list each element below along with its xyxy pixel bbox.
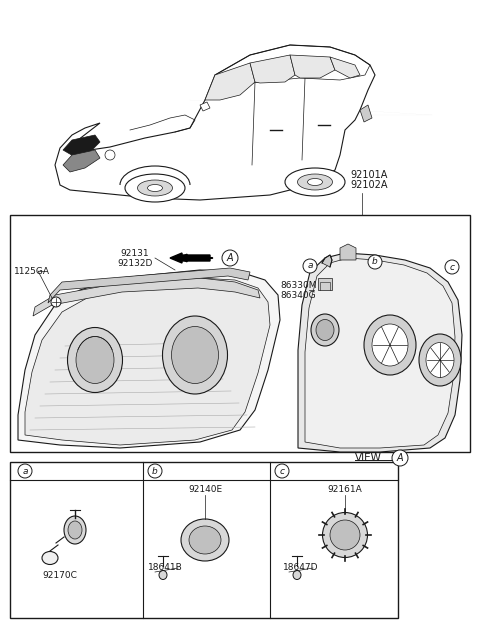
Ellipse shape	[426, 342, 454, 377]
Circle shape	[445, 260, 459, 274]
Circle shape	[148, 464, 162, 478]
Text: c: c	[449, 263, 455, 271]
Text: 92101A: 92101A	[350, 170, 387, 180]
Ellipse shape	[163, 316, 228, 394]
Text: A: A	[227, 253, 233, 263]
Polygon shape	[55, 45, 375, 200]
Ellipse shape	[42, 552, 58, 564]
Circle shape	[105, 150, 115, 160]
Bar	[318, 278, 332, 290]
Ellipse shape	[316, 320, 334, 340]
Polygon shape	[322, 255, 332, 267]
Polygon shape	[25, 278, 270, 445]
Text: b: b	[152, 466, 158, 475]
Text: 92131: 92131	[120, 248, 149, 258]
Text: VIEW: VIEW	[355, 453, 382, 463]
Polygon shape	[340, 244, 356, 260]
Ellipse shape	[147, 184, 163, 191]
Text: 86340G: 86340G	[280, 290, 316, 300]
Ellipse shape	[293, 571, 301, 579]
Bar	[10, 215, 470, 452]
Polygon shape	[205, 63, 255, 100]
Polygon shape	[48, 268, 250, 303]
Polygon shape	[290, 55, 335, 78]
Text: 92170C: 92170C	[43, 571, 77, 579]
Text: b: b	[372, 258, 378, 266]
Text: 92102A: 92102A	[350, 180, 387, 190]
Polygon shape	[250, 55, 295, 83]
Polygon shape	[200, 102, 210, 111]
Polygon shape	[18, 270, 280, 448]
Ellipse shape	[364, 315, 416, 375]
Ellipse shape	[285, 168, 345, 196]
Circle shape	[392, 450, 408, 466]
Ellipse shape	[76, 337, 114, 384]
Polygon shape	[305, 258, 455, 448]
Text: 86330M: 86330M	[280, 280, 316, 290]
Circle shape	[18, 464, 32, 478]
Ellipse shape	[330, 520, 360, 550]
Ellipse shape	[419, 334, 461, 386]
Circle shape	[51, 297, 61, 307]
Ellipse shape	[68, 327, 122, 393]
Text: 92140E: 92140E	[188, 485, 222, 495]
Ellipse shape	[189, 526, 221, 554]
Polygon shape	[360, 105, 372, 122]
Text: 92161A: 92161A	[328, 485, 362, 495]
Text: 18641B: 18641B	[148, 564, 183, 572]
Ellipse shape	[323, 512, 368, 557]
Ellipse shape	[171, 327, 218, 384]
Polygon shape	[298, 253, 462, 452]
Ellipse shape	[137, 180, 172, 196]
Bar	[10, 462, 398, 618]
Polygon shape	[63, 150, 100, 172]
Polygon shape	[330, 57, 360, 78]
Ellipse shape	[64, 516, 86, 544]
Ellipse shape	[372, 324, 408, 366]
Circle shape	[222, 250, 238, 266]
Circle shape	[303, 259, 317, 273]
Polygon shape	[63, 135, 100, 157]
Circle shape	[368, 255, 382, 269]
Text: c: c	[279, 466, 285, 475]
Ellipse shape	[311, 314, 339, 346]
Ellipse shape	[125, 174, 185, 202]
Text: a: a	[22, 466, 28, 475]
Text: 18647D: 18647D	[283, 564, 319, 572]
Ellipse shape	[298, 174, 333, 190]
Circle shape	[275, 464, 289, 478]
Text: 92132D: 92132D	[117, 258, 153, 268]
Text: A: A	[396, 453, 403, 463]
Ellipse shape	[68, 521, 82, 539]
Ellipse shape	[308, 179, 323, 186]
Ellipse shape	[181, 519, 229, 561]
Text: 1125GA: 1125GA	[14, 266, 50, 275]
Ellipse shape	[159, 571, 167, 579]
Polygon shape	[33, 278, 260, 316]
Text: a: a	[307, 261, 313, 270]
FancyArrow shape	[170, 253, 210, 263]
